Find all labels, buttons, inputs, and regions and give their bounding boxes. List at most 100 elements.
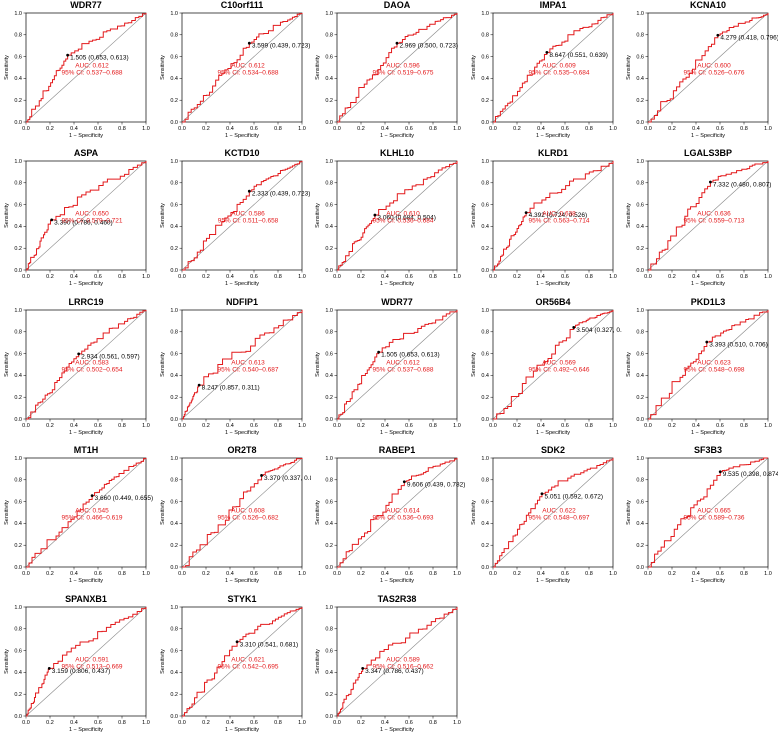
x-tick-label: 0.0 — [489, 423, 497, 429]
x-tick-label: 0.2 — [357, 423, 365, 429]
y-tick-label: 0.4 — [170, 521, 178, 527]
x-tick-label: 0.8 — [429, 126, 437, 132]
y-tick-label: 0.4 — [481, 373, 489, 379]
roc-panel: WDR77 0.00.0 0.2 0.2 0.4 0.4 0.6 0.6 0.8 0.8 1.0 1.… — [4, 0, 150, 139]
roc-curve — [26, 458, 147, 568]
threshold-label: 3.060 (0.684, 0.504) — [378, 215, 437, 222]
ci-label: 95% CI: 0.466–0.619 — [61, 515, 122, 522]
y-axis-label: Sensitivity — [4, 648, 10, 673]
x-axis-label: 1 − Specificity — [380, 727, 414, 733]
threshold-label: 1.505 (0.653, 0.613) — [381, 351, 440, 358]
x-tick-label: 0.0 — [178, 720, 186, 726]
x-tick-label: 0.8 — [741, 571, 749, 577]
threshold-point — [545, 50, 549, 54]
x-tick-label: 0.2 — [513, 126, 521, 132]
threshold-point — [705, 340, 709, 344]
y-tick-label: 0.4 — [14, 521, 22, 527]
y-tick-label: 0.4 — [481, 225, 489, 231]
x-tick-label: 0.2 — [513, 274, 521, 280]
roc-panel: ASPA 0.00.0 0.2 0.2 0.4 0.4 0.6 0.6 0.8 0.8 1.0 1.0… — [4, 148, 150, 287]
x-tick-label: 0.4 — [693, 571, 701, 577]
y-tick-label: 0.0 — [637, 565, 645, 571]
y-tick-label: 0.8 — [14, 329, 22, 335]
auc-label: AUC: 0.613 — [231, 359, 265, 366]
threshold-label: 9.535 (0.398, 0.874) — [723, 471, 778, 478]
roc-curve — [492, 161, 614, 271]
threshold-label: 4.279 (0.418, 0.796) — [721, 35, 778, 42]
y-axis-label: Sensitivity — [315, 500, 321, 525]
x-tick-label: 1.0 — [609, 126, 617, 132]
roc-curve — [181, 13, 303, 123]
x-tick-label: 0.2 — [202, 720, 210, 726]
roc-curve — [648, 161, 769, 271]
x-axis-label: 1 − Specificity — [69, 281, 103, 287]
x-tick-label: 1.0 — [142, 423, 150, 429]
y-axis-label: Sensitivity — [4, 500, 10, 525]
x-tick-label: 1.0 — [765, 571, 773, 577]
y-axis-label: Sensitivity — [626, 55, 632, 80]
y-tick-label: 0.8 — [637, 33, 645, 39]
ci-label: 95% CI: 0.537–0.688 — [373, 366, 434, 373]
ci-label: 95% CI: 0.548–0.697 — [528, 515, 589, 522]
ci-label: 95% CI: 0.526–0.682 — [217, 515, 278, 522]
x-tick-label: 0.4 — [537, 571, 545, 577]
plot-frame — [181, 457, 302, 568]
reference-diagonal — [181, 457, 302, 568]
x-axis-label: 1 − Specificity — [69, 430, 103, 436]
y-tick-label: 0.0 — [481, 417, 489, 423]
y-tick-label: 0.2 — [637, 246, 645, 252]
x-tick-label: 0.0 — [489, 571, 497, 577]
threshold-label: 8.647 (0.551, 0.639) — [549, 52, 608, 59]
x-axis-label: 1 − Specificity — [536, 133, 570, 139]
roc-panel: SDK2 0.00.0 0.2 0.2 0.4 0.4 0.6 0.6 0.8 0.8 1.0 1.0… — [471, 445, 617, 584]
roc-panel: STYK1 0.00.0 0.2 0.2 0.4 0.4 0.6 0.6 0.8 0.8 1.0 1.… — [160, 594, 306, 733]
auc-label: AUC: 0.591 — [75, 656, 109, 663]
panel-title: STYK1 — [227, 594, 256, 604]
auc-label: AUC: 0.612 — [231, 63, 265, 70]
y-tick-label: 0.4 — [326, 76, 334, 82]
x-tick-label: 1.0 — [609, 423, 617, 429]
y-tick-label: 1.0 — [637, 456, 645, 462]
y-tick-label: 0.8 — [637, 329, 645, 335]
reference-diagonal — [648, 12, 769, 123]
x-axis-label: 1 − Specificity — [225, 281, 259, 287]
y-axis-label: Sensitivity — [160, 500, 166, 525]
plot-frame — [181, 309, 302, 420]
reference-diagonal — [25, 12, 147, 123]
x-tick-label: 1.0 — [453, 423, 461, 429]
y-tick-label: 1.0 — [170, 456, 178, 462]
y-tick-label: 0.0 — [170, 268, 178, 274]
y-tick-label: 0.2 — [14, 543, 22, 549]
y-tick-label: 0.2 — [170, 543, 178, 549]
x-tick-label: 0.4 — [226, 571, 234, 577]
auc-label: AUC: 0.608 — [231, 508, 265, 515]
threshold-point — [709, 181, 713, 184]
panel-title: WDR77 — [70, 0, 102, 10]
y-tick-label: 0.4 — [637, 76, 645, 82]
y-tick-label: 0.0 — [14, 565, 22, 571]
roc-panel: KLHL10 0.00.0 0.2 0.2 0.4 0.4 0.6 0.6 0.8 0.8 1.0 1… — [315, 148, 461, 287]
plot-frame — [648, 309, 769, 420]
x-tick-label: 0.6 — [717, 126, 725, 132]
x-tick-label: 1.0 — [453, 720, 461, 726]
x-axis-label: 1 − Specificity — [691, 430, 725, 436]
y-tick-label: 0.8 — [326, 626, 334, 632]
reference-diagonal — [336, 12, 458, 123]
roc-panel: PKD1L3 0.00.0 0.2 0.2 0.4 0.4 0.6 0.6 0.8 0.8 1.0 1… — [626, 297, 772, 436]
x-tick-label: 0.2 — [357, 274, 365, 280]
x-tick-label: 0.2 — [202, 274, 210, 280]
ci-label: 95% CI: 0.502–0.654 — [61, 366, 122, 373]
roc-curve — [648, 13, 769, 123]
x-tick-label: 0.6 — [250, 126, 258, 132]
reference-diagonal — [25, 606, 147, 716]
x-tick-label: 0.8 — [741, 423, 749, 429]
x-tick-label: 1.0 — [609, 274, 617, 280]
x-tick-label: 1.0 — [765, 126, 773, 132]
ci-label: 95% CI: 0.536–0.684 — [373, 218, 434, 225]
panel-title: SPANXB1 — [65, 594, 107, 604]
y-tick-label: 0.0 — [481, 120, 489, 126]
threshold-point — [50, 218, 54, 222]
roc-panel: TAS2R38 0.00.0 0.2 0.2 0.4 0.4 0.6 0.6 0.8 0.8 1.0… — [315, 594, 461, 733]
x-tick-label: 0.0 — [178, 571, 186, 577]
auc-label: AUC: 0.545 — [75, 508, 109, 515]
